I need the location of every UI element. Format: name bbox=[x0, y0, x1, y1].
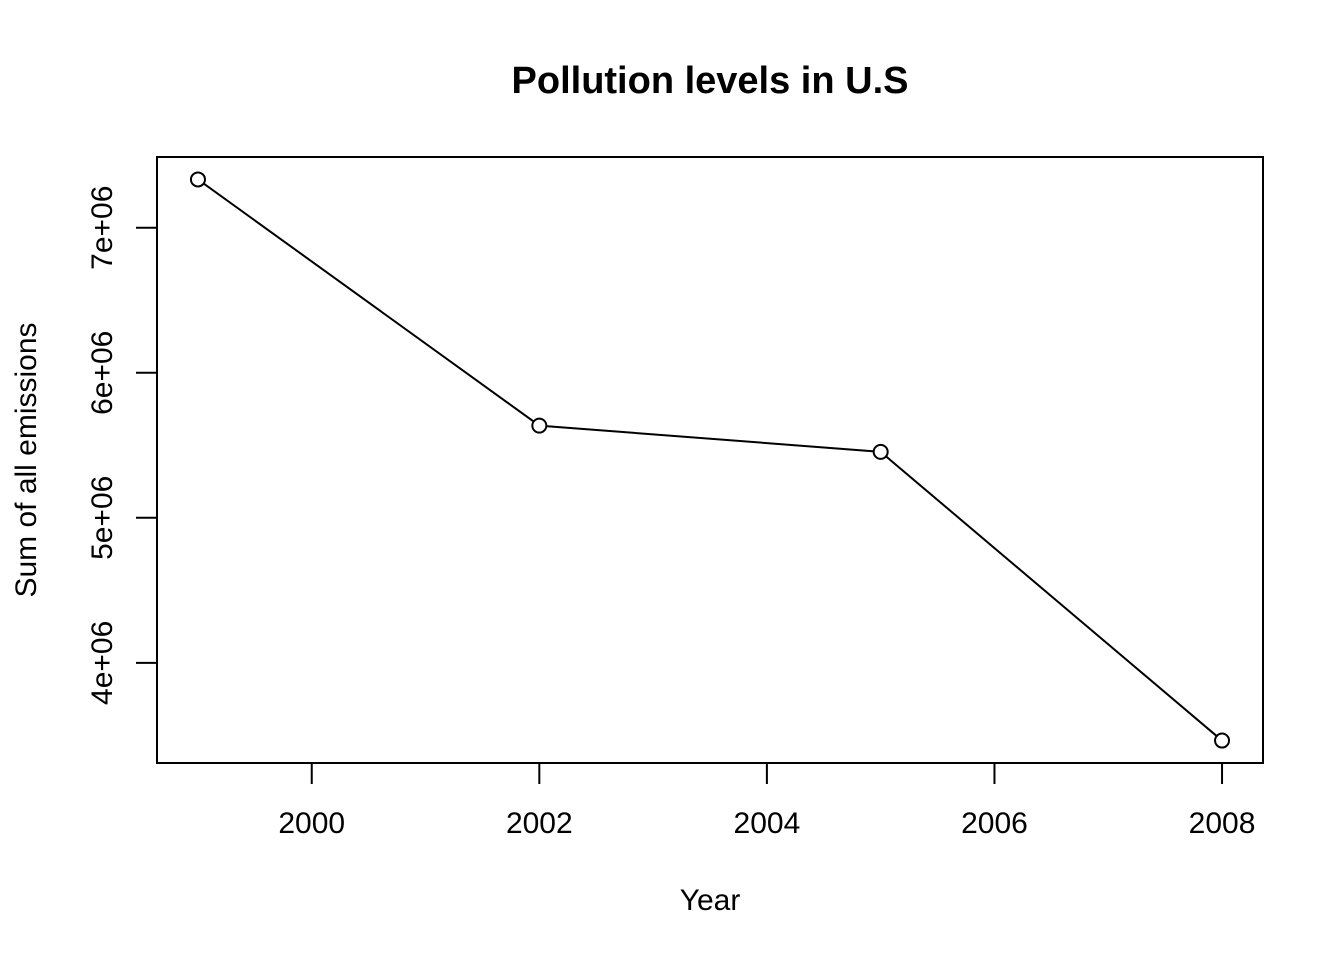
data-point bbox=[1214, 732, 1231, 749]
chart-title: Pollution levels in U.S bbox=[512, 60, 909, 102]
x-tick-label: 2004 bbox=[734, 807, 801, 840]
x-axis-label: Year bbox=[680, 884, 741, 917]
data-point bbox=[189, 171, 206, 188]
y-tick-label: 7e+06 bbox=[86, 186, 119, 270]
y-tick-label: 4e+06 bbox=[86, 621, 119, 705]
series-line bbox=[197, 178, 1223, 742]
y-tick-label: 6e+06 bbox=[86, 331, 119, 415]
data-point bbox=[531, 417, 548, 434]
x-tick-label: 2006 bbox=[961, 807, 1028, 840]
data-point bbox=[872, 443, 889, 460]
x-tick-label: 2002 bbox=[506, 807, 573, 840]
x-tick-label: 2000 bbox=[278, 807, 345, 840]
x-tick-label: 2008 bbox=[1189, 807, 1256, 840]
x-axis: 2000 2002 2004 2006 2008 bbox=[278, 762, 1256, 840]
y-axis-label: Sum of all emissions bbox=[10, 322, 43, 597]
series-group bbox=[189, 171, 1231, 749]
y-tick-label: 5e+06 bbox=[86, 476, 119, 560]
y-axis: 4e+06 5e+06 6e+06 7e+06 bbox=[86, 186, 158, 705]
